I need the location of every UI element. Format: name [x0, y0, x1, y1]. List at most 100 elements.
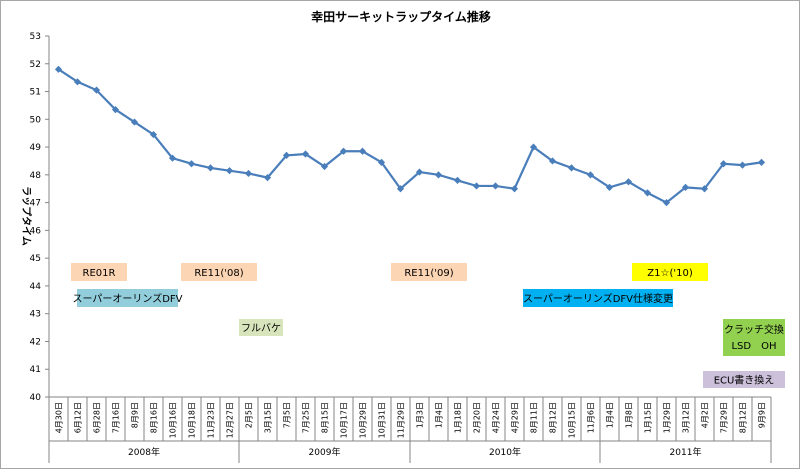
- x-tick-label: 8月12日: [739, 402, 748, 433]
- y-tick-label: 42: [30, 337, 41, 347]
- x-tick-label: 10月15日: [568, 402, 577, 438]
- year-label: 2009年: [309, 446, 341, 458]
- annotation-text: Z1☆('10): [647, 268, 693, 279]
- x-tick-label: 2月20日: [473, 402, 482, 433]
- data-point: [586, 171, 595, 179]
- annotation-box: [77, 289, 178, 307]
- year-label: 2011年: [670, 446, 702, 458]
- annotation-text: ECU書き換え: [714, 374, 775, 387]
- annotation-re01r: RE01R: [71, 263, 127, 281]
- annotation-full-bake: フルバケ: [239, 319, 283, 336]
- data-point: [757, 158, 766, 166]
- data-point: [206, 164, 215, 172]
- data-point: [719, 160, 728, 168]
- x-tick-label: 1月15日: [644, 402, 653, 433]
- x-tick-label: 8月9日: [131, 402, 140, 428]
- x-tick-label: 10月16日: [169, 402, 178, 438]
- data-point: [738, 161, 747, 169]
- data-point: [529, 143, 538, 151]
- data-point: [681, 183, 690, 191]
- annotation-text: クラッチ交換: [724, 323, 784, 336]
- data-point: [111, 105, 120, 114]
- x-tick-label: 8月15日: [321, 402, 330, 433]
- data-point: [434, 171, 443, 179]
- annotation-text: スーパーオーリンズDFV: [73, 292, 183, 305]
- data-point: [377, 158, 386, 166]
- annotation-box: [632, 263, 708, 281]
- y-tick-labels: 40 41 42 43 44 45 46 47 48 49 50 51 52 53: [30, 32, 42, 403]
- y-tick-label: 45: [30, 254, 41, 264]
- y-axis-title: ラップタイム: [20, 186, 33, 246]
- data-point: [643, 189, 652, 197]
- annotation-re11-09: RE11('09): [391, 263, 467, 281]
- annotation-box: [239, 319, 283, 336]
- y-tick-label: 49: [30, 143, 42, 153]
- x-tick-label: 4月2日: [701, 402, 710, 428]
- annotation-super-dfv: スーパーオーリンズDFV: [73, 289, 183, 307]
- x-tick-label: 7月16日: [112, 402, 121, 433]
- data-point: [605, 183, 614, 191]
- x-tick-label: 10月17日: [340, 402, 349, 438]
- x-tick-label: 1月4日: [606, 402, 615, 428]
- data-point: [396, 185, 405, 193]
- annotation-box: [71, 263, 127, 281]
- x-tick-label: 7月29日: [720, 402, 729, 433]
- annotation-text: フルバケ: [241, 323, 281, 335]
- x-tick-label: 7月25日: [302, 402, 311, 433]
- data-point: [301, 150, 310, 158]
- x-tick-label: 3月15日: [264, 402, 273, 433]
- y-tick-label: 41: [30, 365, 41, 375]
- data-point: [130, 118, 139, 126]
- y-tick-label: 53: [30, 32, 41, 42]
- x-tick-label: 11月29日: [397, 402, 406, 438]
- chart-title: 幸田サーキットラップタイム推移: [311, 9, 491, 24]
- annotation-box: [181, 263, 257, 281]
- x-tick-label: 1月3日: [416, 402, 425, 428]
- y-tick-label: 46: [30, 226, 42, 236]
- annotation-text: RE01R: [83, 268, 116, 279]
- x-tick-label: 1月8日: [625, 402, 634, 428]
- x-tick-label: 1月29日: [663, 402, 672, 433]
- data-point: [510, 185, 519, 193]
- x-tick-label: 4月29日: [511, 402, 520, 433]
- x-tick-label: 6月28日: [93, 402, 102, 433]
- x-tick-label: 8月12日: [549, 402, 558, 433]
- x-tick-label: 4月24日: [492, 402, 501, 433]
- x-tick-label: 4月30日: [55, 402, 64, 433]
- x-tick-label: 10月29日: [359, 402, 368, 438]
- annotation-text: RE11('09): [404, 268, 453, 279]
- y-tick-label: 44: [30, 282, 42, 292]
- data-point: [662, 199, 671, 207]
- x-tick-label: 7月5日: [283, 402, 292, 428]
- annotation-text-line2: LSD OH: [731, 341, 776, 352]
- x-tick-label: 10月31日: [378, 402, 387, 438]
- x-tick-label: 3月12日: [682, 402, 691, 433]
- data-point: [263, 174, 272, 182]
- x-tick-label: 10月18日: [188, 402, 197, 438]
- x-tick-label: 8月11日: [530, 402, 539, 433]
- annotation-z1-10: Z1☆('10): [632, 263, 708, 281]
- annotation-re11-08: RE11('08): [181, 263, 257, 281]
- x-tick-label: 1月4日: [435, 402, 444, 428]
- series-line: [54, 65, 766, 207]
- data-point: [415, 168, 424, 176]
- data-point: [491, 182, 500, 190]
- data-point: [187, 160, 196, 168]
- data-point: [472, 182, 481, 190]
- y-tick-label: 40: [30, 393, 42, 403]
- x-tick-label: 1月18日: [454, 402, 463, 433]
- year-labels: 2008年 2009年 2010年 2011年: [128, 446, 701, 458]
- data-point: [567, 164, 576, 172]
- x-tick-label: 12月27日: [226, 402, 235, 438]
- annotation-super-dfv-change: スーパーオーリンズDFV仕様変更: [523, 289, 673, 307]
- annotation-text: スーパーオーリンズDFV仕様変更: [523, 292, 673, 305]
- data-point: [548, 157, 557, 165]
- data-point: [73, 78, 82, 86]
- y-tick-label: 52: [30, 60, 41, 70]
- data-point: [339, 147, 348, 155]
- year-label: 2008年: [128, 446, 160, 458]
- x-tick-label: 2月5日: [245, 402, 254, 428]
- data-point: [453, 176, 462, 184]
